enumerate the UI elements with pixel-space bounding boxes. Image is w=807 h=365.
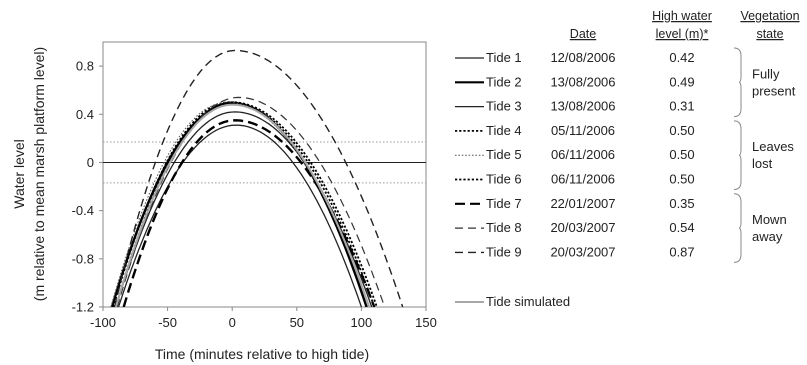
legend-date: 06/11/2006 [551,172,615,187]
legend-date: 22/01/2007 [550,196,615,211]
legend-label: Tide 3 [486,99,522,114]
legend-date: 12/08/2006 [550,50,615,65]
legend-label: Tide 4 [486,123,522,138]
series-line-4 [112,101,376,307]
vegetation-label-line1: Leaves [752,139,794,154]
x-tick-label: -100 [90,315,116,330]
x-axis-label: Time (minutes relative to high tide) [155,346,369,362]
plot-area [102,41,427,308]
x-tick-label: 150 [415,315,437,330]
legend-label: Tide 2 [486,74,522,89]
legend-date: 06/11/2006 [551,147,615,162]
legend-level: 0.35 [669,196,694,211]
series-line-9 [113,49,404,307]
y-tick-label: -0.4 [72,203,94,218]
header-level-line2: level (m)* [656,27,709,41]
legend: Tide 1 12/08/2006 0.42 Tide 2 13/08/2006 0.49… [455,50,695,309]
y-axis-sublabel: (m relative to mean marsh platform level… [31,47,47,301]
legend-date: 20/03/2007 [550,220,615,235]
legend-date: 05/11/2006 [551,123,615,138]
legend-label: Tide 6 [486,172,522,187]
reference-lines [103,141,426,184]
legend-date: 13/08/2006 [550,74,615,89]
series-line-10 [114,103,371,307]
legend-label: Tide 5 [486,147,522,162]
series-line-1 [115,111,373,307]
legend-level: 0.87 [669,244,694,259]
x-tick-label: 100 [351,315,373,330]
vegetation-brace [733,47,742,118]
vegetation-groups: Fully present Leaves lost Mown away [733,47,796,263]
legend-level: 0.50 [669,172,694,187]
vegetation-label-line2: lost [752,156,773,171]
header-vegetation-line1: Vegetation [740,9,799,23]
series-line-6 [115,101,378,307]
vegetation-label-line2: away [752,229,783,244]
x-tick-label: -50 [158,315,177,330]
y-tick-label: 0 [87,155,94,170]
y-tick-label: 0.8 [76,59,94,74]
vegetation-brace [733,193,742,263]
legend-date: 20/03/2007 [550,244,615,259]
vegetation-label-line1: Mown [752,212,787,227]
legend-level: 0.42 [669,50,694,65]
vegetation-label-line2: present [752,83,796,98]
legend-label: Tide 9 [486,244,522,259]
legend-date: 13/08/2006 [550,99,615,114]
series-layer [110,49,404,307]
legend-level: 0.50 [669,147,694,162]
vegetation-brace [733,120,742,190]
legend-level: 0.49 [669,74,694,89]
header-date: Date [570,27,596,41]
x-tick-label: 0 [229,315,236,330]
legend-level: 0.54 [669,220,694,235]
y-tick-label: 0.4 [76,107,94,122]
header-vegetation-line2: state [756,27,783,41]
x-tick-label: 50 [290,315,304,330]
y-tick-label: -1.2 [72,300,94,315]
vegetation-label-line1: Fully [752,66,780,81]
header-level-line1: High water [652,9,712,23]
legend-label: Tide 7 [486,196,522,211]
y-tick-label: -0.8 [72,251,94,266]
legend-level: 0.50 [669,123,694,138]
legend-label: Tide simulated [486,294,570,309]
series-line-3 [117,124,363,307]
legend-level: 0.31 [669,99,694,114]
legend-label: Tide 8 [486,220,522,235]
axes: -100 -50 0 50 100 150 0.8 0.4 0 -0.4 -0.8 -1.2 [72,59,437,330]
y-axis-label: Water level [11,139,27,209]
series-line-8 [116,96,386,307]
series-line-7 [122,119,376,307]
legend-label: Tide 1 [486,50,522,65]
